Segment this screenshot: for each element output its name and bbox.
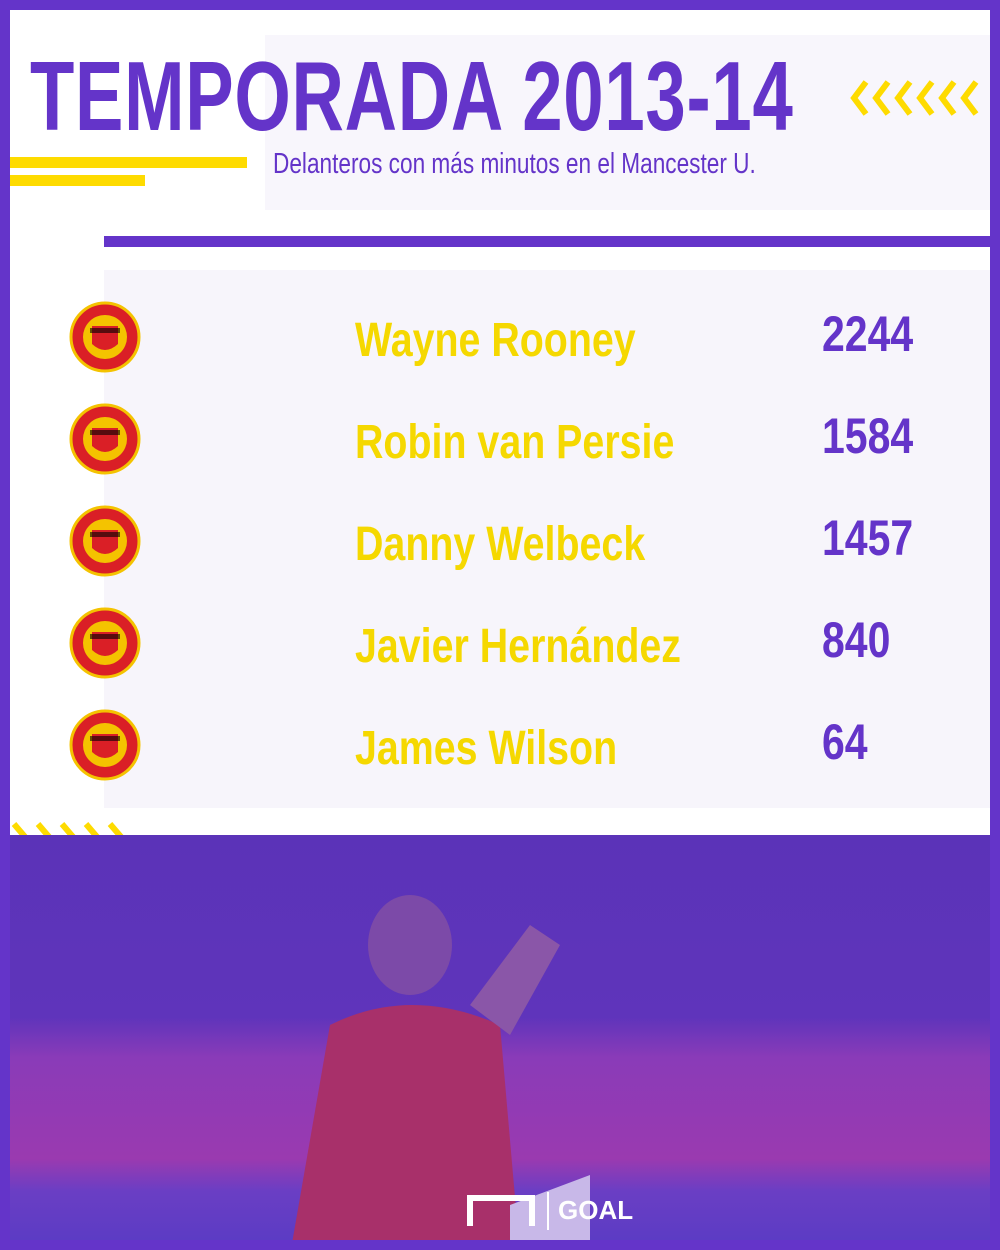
manchester-united-crest-icon <box>69 403 141 475</box>
header-panel <box>265 35 990 210</box>
player-name: Wayne Rooney <box>355 314 636 367</box>
player-name: Javier Hernández <box>355 620 681 673</box>
player-minutes: 64 <box>822 714 868 770</box>
list-item: Robin van Persie 1584 <box>10 397 990 487</box>
brand-logo: GOAL <box>558 1195 634 1225</box>
infographic: TEMPORADA 2013-14 Delanteros con más min… <box>10 10 990 1240</box>
manchester-united-crest-icon <box>69 505 141 577</box>
list-panel <box>104 270 990 808</box>
player-minutes: 1584 <box>822 408 914 464</box>
manchester-united-crest-icon <box>69 301 141 373</box>
list-item: Javier Hernández 840 <box>10 601 990 691</box>
player-minutes: 1457 <box>822 510 914 566</box>
player-minutes: 840 <box>822 612 891 668</box>
manchester-united-crest-icon <box>69 709 141 781</box>
subtitle: Delanteros con más minutos en el Mancest… <box>273 148 756 180</box>
player-name: Danny Welbeck <box>355 518 646 571</box>
chevrons-left-icon <box>850 80 979 116</box>
divider <box>104 236 990 247</box>
list-item: Danny Welbeck 1457 <box>10 499 990 589</box>
list-item: Wayne Rooney 2244 <box>10 295 990 385</box>
player-photo: GOAL <box>10 835 990 1240</box>
player-minutes: 2244 <box>822 306 914 362</box>
accent-bar <box>10 175 145 186</box>
accent-bar <box>10 157 247 168</box>
player-name: Robin van Persie <box>355 416 675 469</box>
player-name: James Wilson <box>355 722 618 775</box>
manchester-united-crest-icon <box>69 607 141 679</box>
list-item: James Wilson 64 <box>10 703 990 793</box>
goal-logo-icon <box>467 1192 549 1230</box>
player-silhouette <box>292 895 590 1240</box>
page-title: TEMPORADA 2013-14 <box>30 41 794 151</box>
